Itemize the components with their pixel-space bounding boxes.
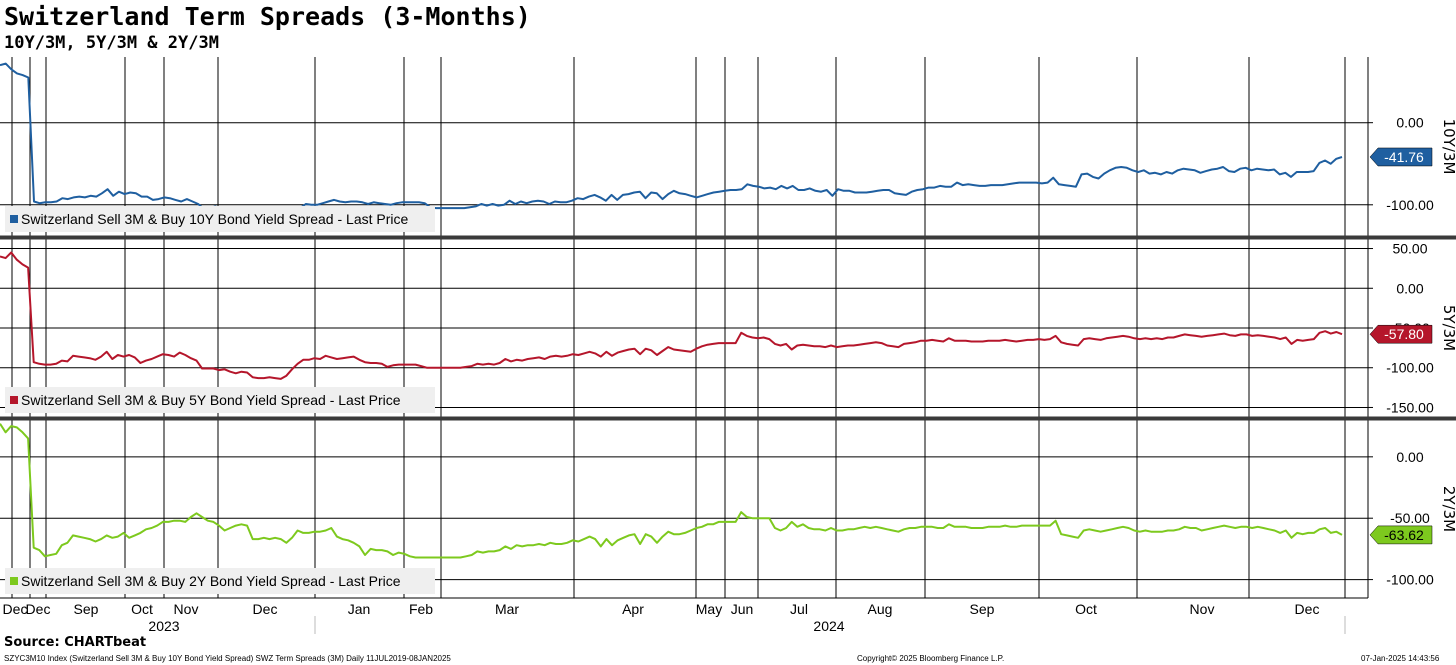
legend-swatch (10, 396, 18, 404)
grid-layer (0, 57, 1456, 599)
x-tick-label: Sep (970, 601, 995, 617)
y-tick-label: -150.00 (1386, 399, 1434, 415)
x-tick-label: Apr (622, 601, 644, 617)
source-note: Source: CHARTbeat (4, 635, 147, 650)
y-tick-label: -50.00 (1390, 510, 1430, 526)
y-tick-label: 50.00 (1392, 241, 1427, 257)
panel-label: 10Y/3M (1440, 119, 1456, 175)
axis-layer: 0.00 -100.00 -41.76 10Y/3M Switzerland Sell … (3, 115, 1456, 634)
legend-label: Switzerland Sell 3M & Buy 10Y Bond Yield… (21, 211, 408, 227)
last-value-tag (1369, 147, 1433, 167)
y-tick-label: 0.00 (1396, 449, 1423, 465)
x-tick-label: Nov (174, 601, 199, 617)
x-tick-label: Mar (495, 601, 519, 617)
footer-timestamp: 07-Jan-2025 14:43:56 (1361, 654, 1440, 663)
legend-swatch (10, 577, 18, 585)
x-tick-label: Dec (1295, 601, 1320, 617)
series-layer (0, 62, 1343, 559)
x-tick-label: Jan (348, 601, 371, 617)
y-tick-label: -100.00 (1386, 197, 1434, 213)
x-tick-label: Oct (1075, 601, 1097, 617)
chart-subtitle: 10Y/3M, 5Y/3M & 2Y/3M (4, 33, 219, 53)
x-tick-label: Oct (131, 601, 153, 617)
chart-title: Switzerland Term Spreads (3-Months) (4, 2, 531, 31)
last-value-tag (1369, 525, 1433, 545)
legend-label: Switzerland Sell 3M & Buy 5Y Bond Yield … (21, 392, 401, 408)
series-line-2Y/3M (0, 423, 1343, 559)
x-tick-label: Dec (3, 601, 28, 617)
legend-box (5, 206, 435, 232)
last-value-label: -63.62 (1384, 527, 1424, 543)
panel-label: 5Y/3M (1440, 305, 1456, 351)
x-tick-label: Feb (409, 601, 433, 617)
last-value-label: -57.80 (1384, 326, 1424, 342)
panel-label: 2Y/3M (1440, 486, 1456, 532)
y-tick-label: 0.00 (1396, 115, 1423, 131)
x-tick-label: Jun (731, 601, 754, 617)
x-tick-label: Aug (868, 601, 893, 617)
last-value-label: -41.76 (1384, 149, 1424, 165)
footer-copyright: Copyright© 2025 Bloomberg Finance L.P. (857, 654, 1005, 663)
x-year-label: 2024 (813, 618, 844, 634)
x-tick-label: Dec (26, 601, 51, 617)
y-tick-label: -100.00 (1386, 572, 1434, 588)
x-tick-label: Sep (74, 601, 99, 617)
footer-left: SZYC3M10 Index (Switzerland Sell 3M & Bu… (4, 654, 451, 663)
x-tick-label: Jul (790, 601, 808, 617)
y-tick-label: 0.00 (1396, 280, 1423, 296)
series-line-10Y/3M (0, 62, 1343, 222)
x-tick-label: Dec (253, 601, 278, 617)
x-year-label: 2023 (148, 618, 179, 634)
legend-label: Switzerland Sell 3M & Buy 2Y Bond Yield … (21, 573, 401, 589)
legend-box (5, 568, 435, 594)
x-tick-label: Nov (1190, 601, 1215, 617)
series-line-5Y/3M (0, 251, 1343, 380)
x-tick-label: May (696, 601, 722, 617)
y-tick-label: -100.00 (1386, 360, 1434, 376)
last-value-tag (1369, 324, 1433, 344)
legend-box (5, 387, 435, 413)
legend-swatch (10, 215, 18, 223)
